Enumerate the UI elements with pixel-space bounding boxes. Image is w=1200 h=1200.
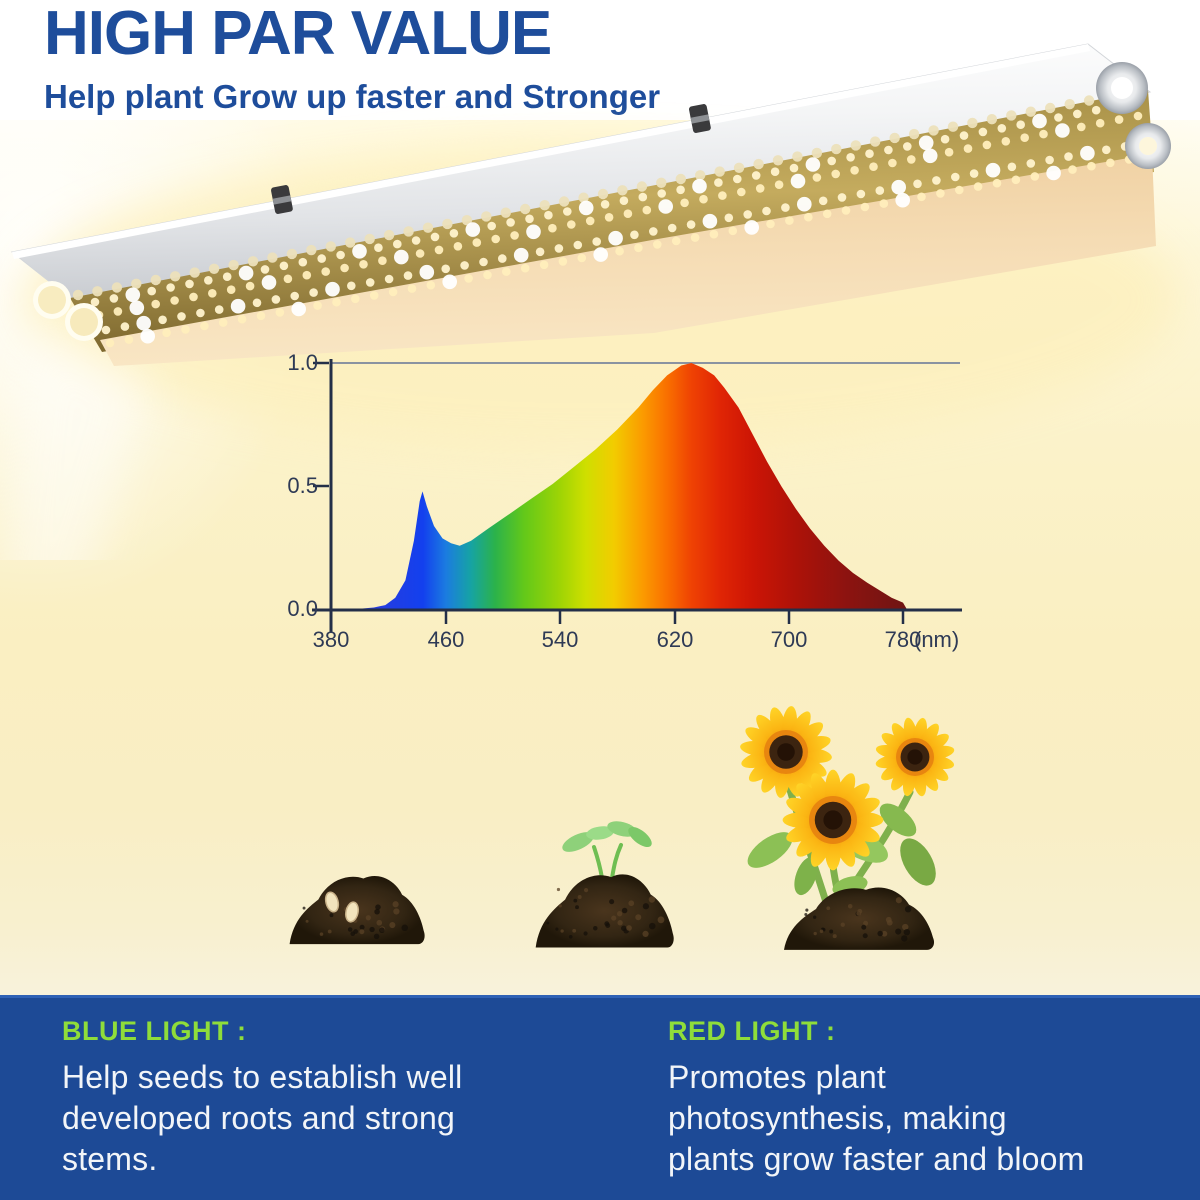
text-line: stems. <box>62 1141 158 1177</box>
x-axis-unit-label: (nm) <box>914 627 960 652</box>
x-tick-label: 380 <box>312 627 350 652</box>
plant-growth-stages-illustration <box>289 706 955 950</box>
x-ticks <box>444 610 905 624</box>
page-title: HIGH PAR VALUE <box>44 0 552 68</box>
x-tick-label: 700 <box>770 627 808 652</box>
spectrum-plot <box>312 359 962 632</box>
stage-seeds-mound <box>289 875 425 945</box>
red-light-column: RED LIGHT : Promotes plant photosynthesi… <box>668 1016 1168 1180</box>
y-tick-label: 0.0 <box>287 596 318 621</box>
led-lens-bumps <box>72 87 1134 301</box>
page-subtitle: Help plant Grow up faster and Stronger <box>44 78 661 115</box>
led-strip-band <box>70 90 1154 352</box>
x-tick-label: 620 <box>656 627 694 652</box>
red-light-heading: RED LIGHT : <box>668 1016 836 1046</box>
y-tick-label: 0.5 <box>287 473 318 498</box>
tube-end-cap-right-1 <box>1096 62 1148 114</box>
x-tick-label: 780 <box>884 627 922 652</box>
tube-end-cap-right-2 <box>1125 123 1171 169</box>
footer-band: BLUE LIGHT : Help seeds to establish wel… <box>0 995 1200 1200</box>
spectrum-curve <box>331 363 908 610</box>
sunflower-head <box>740 706 832 798</box>
tube-end-left-2 <box>65 303 103 341</box>
spectrum-chart: 1.0 0.5 0.0 380 460 540 620 700 780 (nm) <box>250 345 980 675</box>
mounting-clip-left <box>271 185 293 214</box>
mounting-clip-right <box>689 104 711 133</box>
text-line: plants grow faster and bloom <box>668 1141 1085 1177</box>
x-tick-label: 540 <box>541 627 579 652</box>
blue-light-description: Help seeds to establish well developed r… <box>62 1057 602 1180</box>
blue-light-column: BLUE LIGHT : Help seeds to establish wel… <box>62 1016 602 1180</box>
reflector-panel <box>100 154 1156 366</box>
stage-sunflowers-mound <box>740 706 955 950</box>
blue-light-heading: BLUE LIGHT : <box>62 1016 247 1046</box>
text-line: Promotes plant <box>668 1059 887 1095</box>
light-beam-edge <box>4 320 150 560</box>
text-line: Help seeds to establish well <box>62 1059 463 1095</box>
stage-seedling-mound <box>535 821 674 948</box>
sunflower-head <box>875 717 955 797</box>
sunflower-stems-and-leaves <box>747 786 936 908</box>
tube-end-left-1 <box>33 281 71 319</box>
header: HIGH PAR VALUE Help plant Grow up faster… <box>44 2 660 116</box>
y-tick-label: 1.0 <box>287 350 318 375</box>
seedling-sprout <box>562 821 652 880</box>
text-line: developed roots and strong <box>62 1100 456 1136</box>
x-tick-label: 460 <box>427 627 465 652</box>
sunflower-head <box>782 769 884 871</box>
seed <box>345 901 359 923</box>
seed <box>324 891 340 913</box>
led-dots <box>90 98 1153 348</box>
text-line: photosynthesis, making <box>668 1100 1007 1136</box>
led-grow-light-fixture-illustration <box>4 43 1180 560</box>
red-light-description: Promotes plant photosynthesis, making pl… <box>668 1057 1168 1180</box>
